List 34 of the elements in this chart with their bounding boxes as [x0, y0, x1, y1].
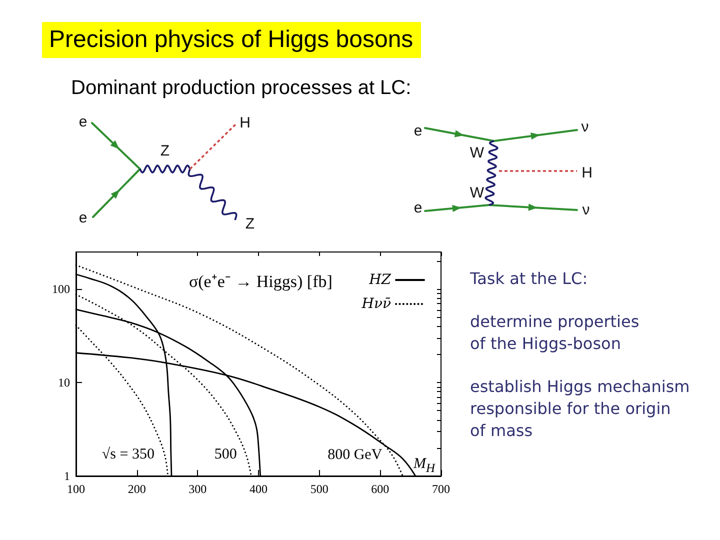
y-axis-title: σ(e⁺e⁻ → Higgs) [fb]: [188, 272, 332, 291]
text: determine properties of the Higgs-boson: [470, 311, 640, 355]
text: ν: [581, 118, 589, 136]
text: W: [470, 184, 485, 202]
x-axis-title: M$_{H}$: [413, 454, 435, 477]
annotation: √s = 350: [102, 446, 154, 462]
text: e: [78, 114, 88, 130]
x-tick-label: 200: [128, 482, 146, 496]
legend-label: Hνν̄: [360, 296, 392, 312]
x-tick-label: 700: [432, 482, 450, 496]
text: ν: [582, 202, 590, 218]
y-tick-label: 10: [58, 376, 70, 390]
text: Z: [160, 142, 170, 160]
text: e: [414, 122, 422, 140]
text: Task at the LC:: [470, 268, 589, 290]
x-tick-label: 400: [250, 482, 268, 496]
text: establish Higgs mechanism responsible for the origin of mass: [470, 376, 691, 442]
text: e: [78, 210, 88, 226]
text: Precision physics of Higgs bosons: [42, 22, 422, 58]
annotation: 800 GeV: [328, 447, 382, 464]
text: W: [470, 144, 485, 162]
legend-label: HZ: [368, 272, 392, 288]
x-tick-label: 500: [310, 482, 328, 496]
text: H: [240, 114, 250, 132]
text: Dominant production processes at LC:: [71, 76, 412, 100]
text: H: [582, 164, 592, 182]
text: e: [414, 200, 422, 216]
annotation: 500: [214, 446, 237, 462]
text: Z: [245, 216, 255, 232]
y-tick-label: 1: [64, 469, 70, 483]
x-tick-label: 300: [188, 482, 207, 496]
x-tick-label: 600: [371, 482, 390, 496]
y-tick-label: 100: [52, 282, 70, 296]
x-tick-label: 100: [67, 482, 85, 496]
